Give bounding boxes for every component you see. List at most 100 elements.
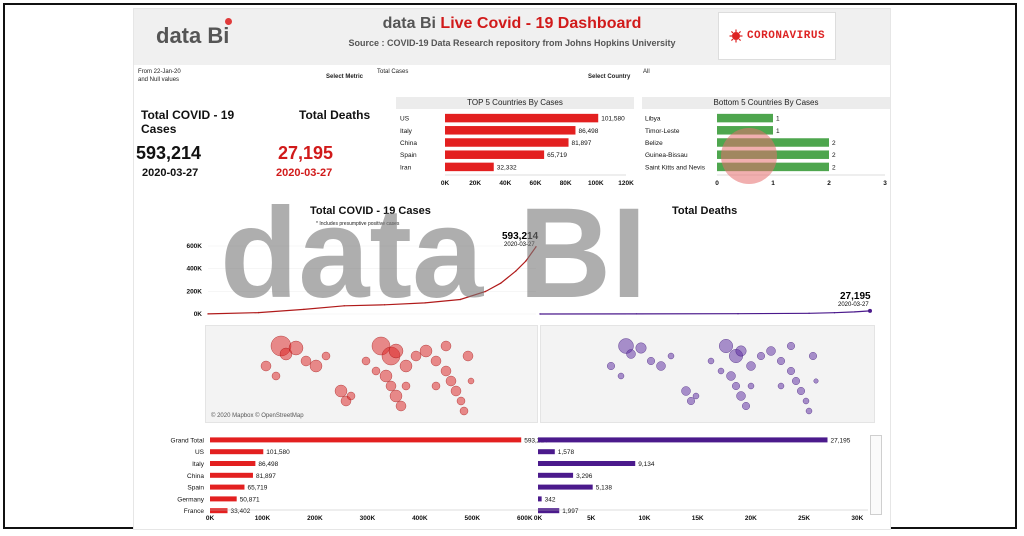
bar	[210, 461, 256, 466]
x-tick-label: 60K	[530, 180, 542, 187]
x-tick-label: 100K	[588, 180, 604, 187]
bar-value-label: 3,296	[576, 473, 593, 480]
bar-value-label: 2	[832, 140, 836, 147]
cases-map-bubble	[399, 359, 413, 373]
page-subtitle: Source : COVID-19 Data Research reposito…	[348, 38, 676, 48]
bar-value-label: 2	[832, 152, 836, 159]
logo-text: data Bi	[156, 23, 230, 48]
bar	[210, 484, 245, 490]
select-country-dropdown[interactable]: All	[643, 69, 650, 75]
x-tick-label: 500K	[465, 515, 481, 522]
kpi-deaths-label: Total Deaths	[299, 108, 371, 122]
x-tick-label: 0K	[534, 515, 543, 522]
logo-dot-icon	[225, 18, 233, 25]
bar-value-label: 9,134	[638, 461, 655, 468]
cases-map-bubble	[440, 340, 452, 352]
header: data Bi data Bi Live Covid - 19 Dashboar…	[134, 9, 890, 65]
cases-map[interactable]: © 2020 Mapbox © OpenStreetMap	[205, 325, 538, 423]
cases-point	[303, 308, 305, 311]
line-charts: 0K 200K 400K 600K	[186, 243, 872, 318]
x-tick-label: 20K	[745, 515, 757, 522]
cases-map-bubble	[401, 381, 411, 391]
deaths-map-bubble	[787, 342, 795, 350]
cases-point	[515, 270, 517, 272]
coronavirus-label: CORONAVIRUS	[746, 30, 826, 42]
deaths-map-bubble	[635, 342, 647, 354]
x-tick-label: 40K	[499, 180, 511, 187]
deaths-map-bubble	[726, 371, 736, 381]
cases-map-bubble	[288, 340, 304, 356]
deaths-end-value: 27,195	[840, 291, 871, 302]
deaths-point	[808, 312, 810, 314]
x-tick-label: 10K	[638, 515, 650, 522]
deaths-map-bubble	[805, 407, 813, 415]
cases-point	[500, 282, 502, 284]
bar	[717, 113, 773, 123]
bar	[538, 437, 828, 443]
bar-value-label: 81,897	[572, 140, 592, 147]
deaths-map-bubble	[802, 397, 810, 405]
cases-map-bubble	[309, 359, 323, 373]
deaths-map-bubble	[747, 382, 755, 390]
deaths-map-bubble	[707, 357, 715, 365]
y-tick-label: 0K	[194, 311, 203, 318]
cases-line	[207, 246, 537, 315]
deaths-map-bubble	[687, 397, 695, 405]
deaths-map-bubble	[736, 391, 746, 401]
cases-map-bubble	[271, 371, 281, 381]
cases-map-bubble	[300, 355, 312, 367]
deaths-map-bubble	[792, 377, 800, 385]
table-scrollbar[interactable]	[870, 435, 882, 515]
bar-value-label: 1	[776, 128, 780, 135]
deaths-map-bubble	[717, 367, 725, 375]
select-metric-label: Select Metric	[326, 74, 364, 80]
deaths-map-bubble	[626, 349, 636, 359]
cases-map-bubble	[334, 384, 348, 398]
cases-map-bubble	[440, 365, 452, 377]
bar-category-label: China	[187, 473, 204, 480]
kpi-deaths: Total Deaths 27,195 2020-03-27	[274, 97, 390, 195]
deaths-map-bubble	[787, 367, 795, 375]
cases-map-bubble	[385, 380, 397, 392]
page-title: data Bi Live Covid - 19 Dashboard	[134, 15, 890, 33]
dashboard: data Bi data Bi Live Covid - 19 Dashboar…	[133, 8, 891, 530]
deaths-point	[833, 312, 836, 314]
deaths-map-bubble	[667, 352, 675, 360]
x-tick-label: 20K	[469, 180, 481, 187]
top5-title: TOP 5 Countries By Cases	[396, 97, 634, 109]
cases-map-bubble	[388, 343, 404, 359]
bar-value-label: 342	[545, 496, 556, 503]
deaths-point	[635, 313, 638, 315]
deaths-map-bubble	[746, 361, 756, 371]
select-metric-dropdown[interactable]: Total Cases	[377, 69, 409, 75]
title-prefix: data Bi	[382, 15, 436, 32]
cases-map-bubble	[445, 375, 457, 387]
deaths-section-title: Total Deaths	[672, 205, 738, 217]
deaths-map-bubble	[647, 357, 655, 365]
cases-map-bubble	[321, 351, 331, 361]
deaths-map-bubble	[809, 352, 817, 360]
bar-category-label: US	[195, 449, 205, 456]
x-tick-label: 80K	[560, 180, 572, 187]
cases-end-date: 2020-03-27	[504, 242, 535, 248]
deaths-map[interactable]	[540, 325, 875, 423]
bar	[445, 138, 569, 147]
bar	[210, 472, 253, 478]
cases-map-bubble	[450, 385, 462, 397]
deaths-map-bubble	[777, 382, 785, 390]
kpi-cases-label: Total COVID - 19 Cases	[141, 108, 235, 136]
deaths-point	[737, 313, 739, 315]
kpi-deaths-date: 2020-03-27	[276, 167, 333, 179]
bar	[210, 437, 522, 443]
deaths-map-bubble	[607, 362, 615, 370]
bar-value-label: 33,402	[231, 508, 251, 515]
cases-by-country-chart: Grand Total 593,214 US 101,580 Italy 86,498 Ch…	[171, 437, 551, 522]
kpi-deaths-value: 27,195	[278, 143, 334, 163]
bar-category-label: Libya	[645, 116, 661, 123]
logo: data Bi	[156, 18, 233, 49]
cases-note: * Includes presumptive positive cases	[316, 221, 400, 227]
x-tick-label: 400K	[412, 515, 428, 522]
bar-value-label: 65,719	[547, 152, 567, 159]
deaths-end-marker	[868, 308, 872, 313]
bottom5-title: Bottom 5 Countries By Cases	[642, 97, 890, 109]
